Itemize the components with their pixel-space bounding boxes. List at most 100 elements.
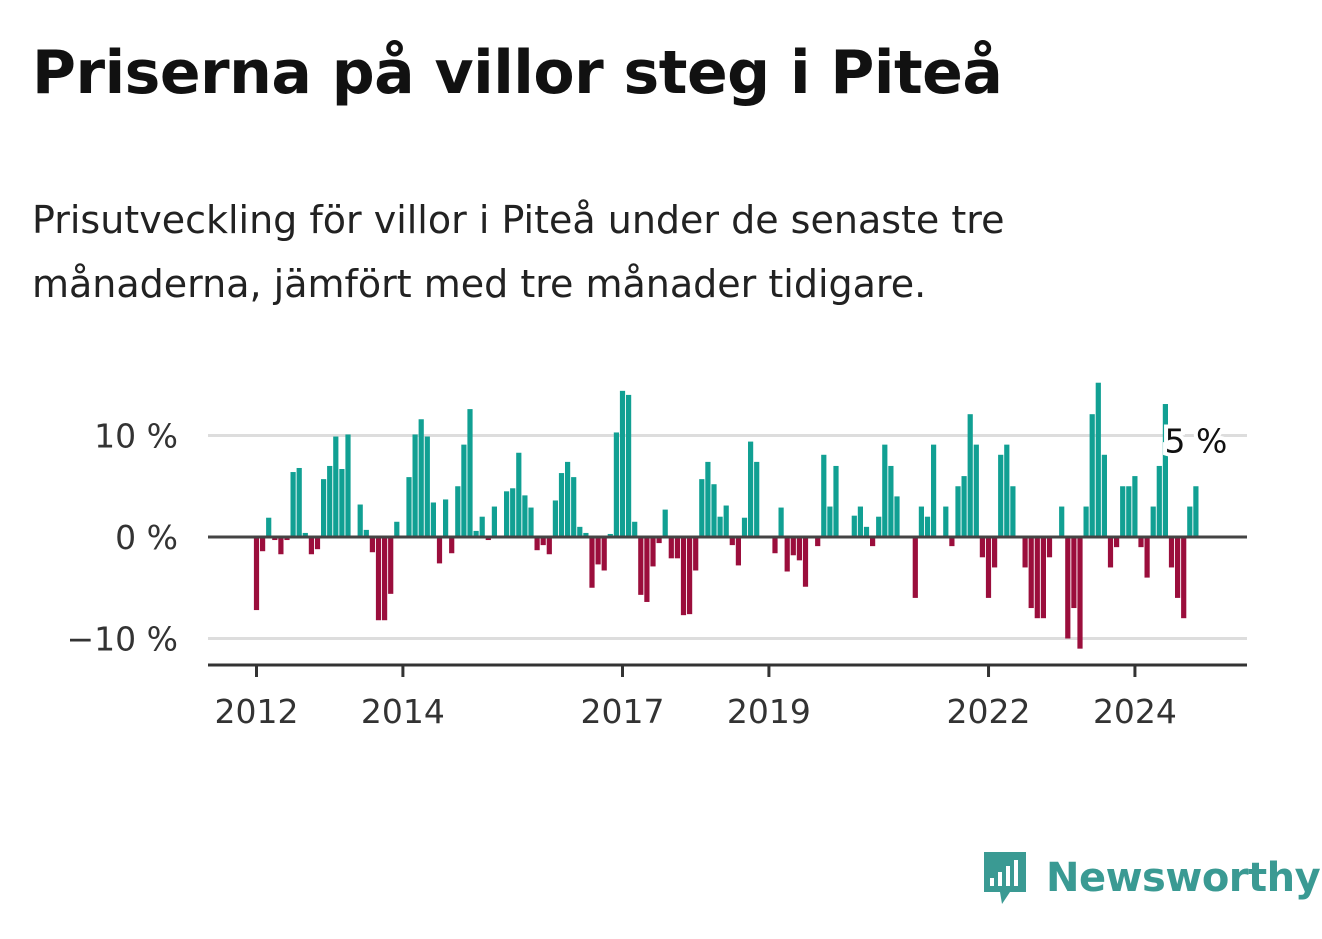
bar bbox=[1077, 537, 1083, 649]
newsworthy-logo: Newsworthy bbox=[980, 848, 1321, 908]
bar bbox=[705, 461, 711, 537]
bar bbox=[1040, 537, 1046, 619]
bar bbox=[619, 390, 626, 537]
bar bbox=[723, 505, 729, 537]
bar bbox=[1028, 537, 1034, 609]
bar bbox=[973, 444, 979, 537]
bar bbox=[1132, 476, 1138, 537]
bar bbox=[1156, 465, 1162, 537]
bar bbox=[1181, 537, 1187, 619]
bar bbox=[430, 502, 436, 537]
bar bbox=[815, 537, 821, 547]
bar bbox=[546, 537, 552, 555]
bar bbox=[863, 526, 870, 537]
y-tick-label: 0 % bbox=[115, 518, 178, 557]
bar bbox=[894, 496, 900, 537]
bar bbox=[1089, 414, 1095, 537]
bar bbox=[876, 516, 882, 537]
bar bbox=[510, 488, 516, 537]
bar bbox=[943, 506, 949, 537]
bar bbox=[394, 521, 400, 537]
bar bbox=[1071, 537, 1077, 609]
bar bbox=[314, 537, 321, 550]
bar bbox=[833, 465, 839, 537]
bar bbox=[260, 537, 266, 552]
bar bbox=[1168, 537, 1175, 568]
bar bbox=[1114, 537, 1120, 548]
bar bbox=[278, 537, 284, 555]
bar bbox=[1065, 537, 1071, 639]
bar bbox=[644, 537, 650, 602]
x-tick-label: 2022 bbox=[947, 692, 1031, 731]
bar bbox=[327, 465, 333, 537]
bar bbox=[1095, 382, 1101, 537]
bar bbox=[412, 434, 418, 538]
last-value-label: 5 % bbox=[1164, 421, 1227, 460]
bar bbox=[912, 537, 918, 598]
bar bbox=[1083, 506, 1089, 537]
bar bbox=[650, 537, 656, 567]
bar bbox=[851, 515, 857, 537]
bar bbox=[302, 532, 308, 537]
bar bbox=[967, 414, 973, 537]
bar bbox=[1144, 537, 1150, 578]
y-tick-label: −10 % bbox=[67, 620, 179, 659]
bar bbox=[375, 537, 382, 621]
bar bbox=[1150, 506, 1156, 537]
bar bbox=[882, 444, 888, 537]
bar bbox=[424, 436, 430, 537]
bar bbox=[857, 506, 863, 537]
bar bbox=[436, 537, 443, 564]
bar-chart: 10 % 0 % −10 % 2012 2014 2017 2019 2022 2024 5 % bbox=[67, 382, 1247, 731]
bar bbox=[552, 500, 558, 537]
x-tick-label: 2017 bbox=[581, 692, 665, 731]
bar bbox=[790, 537, 796, 556]
bar bbox=[571, 477, 577, 538]
bar bbox=[772, 537, 778, 554]
bar bbox=[357, 504, 363, 537]
bar bbox=[668, 537, 674, 559]
bar bbox=[473, 530, 479, 537]
grid-layer bbox=[208, 434, 1247, 640]
bar bbox=[565, 461, 571, 537]
bar bbox=[613, 432, 619, 537]
bar bbox=[290, 472, 296, 537]
bar bbox=[985, 537, 992, 598]
bar bbox=[998, 454, 1004, 537]
bar bbox=[632, 521, 638, 537]
bar bbox=[656, 537, 662, 544]
bar bbox=[333, 436, 339, 537]
bar bbox=[674, 537, 680, 559]
bars-layer bbox=[253, 382, 1199, 649]
bar bbox=[717, 516, 723, 537]
bar bbox=[931, 444, 937, 537]
bar bbox=[369, 537, 375, 553]
bar bbox=[1022, 537, 1028, 568]
bar bbox=[687, 537, 693, 615]
bar bbox=[827, 506, 833, 537]
bar bbox=[638, 537, 644, 595]
bar bbox=[382, 537, 388, 621]
bar bbox=[363, 529, 369, 537]
bar bbox=[284, 537, 290, 541]
bar bbox=[528, 507, 534, 537]
bar bbox=[1193, 486, 1199, 537]
bar bbox=[748, 441, 754, 537]
bar bbox=[558, 473, 565, 538]
bar bbox=[461, 444, 467, 537]
bar bbox=[1138, 537, 1144, 548]
bar bbox=[735, 537, 741, 566]
bar bbox=[321, 479, 327, 537]
bar bbox=[601, 537, 607, 571]
bar bbox=[577, 526, 583, 537]
bar bbox=[595, 537, 601, 565]
bar bbox=[1046, 537, 1053, 558]
x-tick-label: 2024 bbox=[1093, 692, 1177, 731]
bar bbox=[308, 537, 314, 555]
bar bbox=[479, 516, 485, 537]
bar bbox=[821, 454, 827, 537]
bar bbox=[1162, 404, 1168, 537]
bar bbox=[516, 452, 522, 537]
chart-subtitle: Prisutveckling för villor i Piteå under … bbox=[32, 198, 1005, 306]
bar bbox=[339, 469, 345, 538]
